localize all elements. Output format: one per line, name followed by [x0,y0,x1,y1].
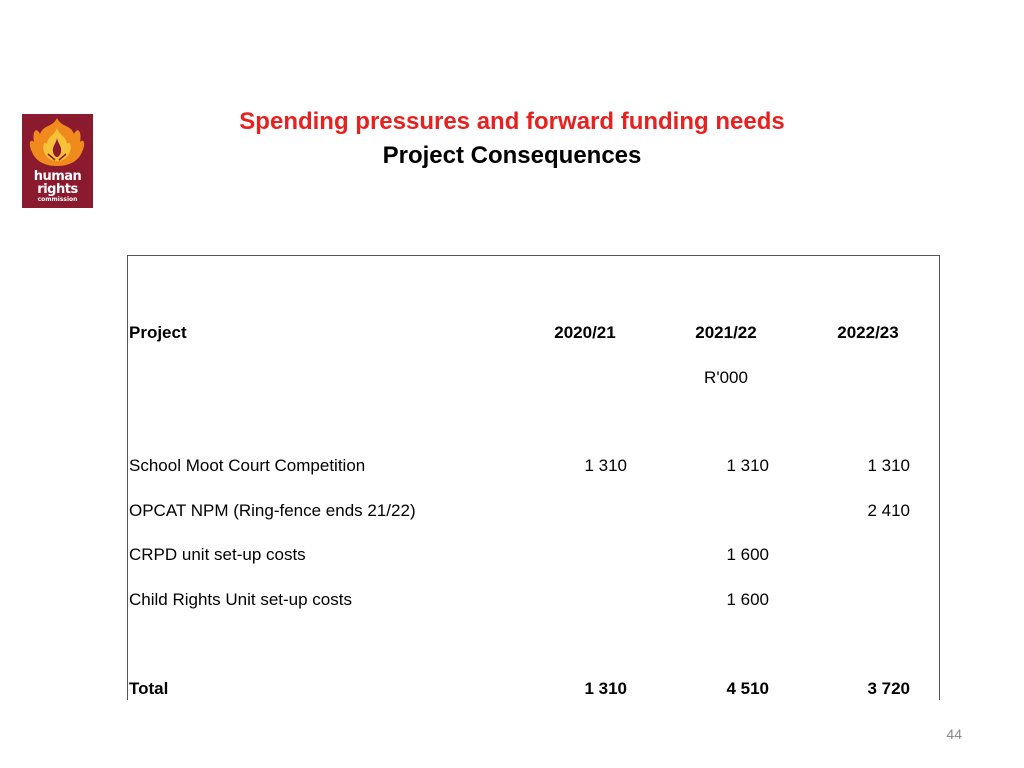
logo-text-human: human [33,169,82,184]
header-project: Project [129,323,187,342]
table-cell: 1 310 [867,456,910,475]
page-number: 44 [946,726,962,742]
hrc-logo: human rights commission [22,114,93,208]
total-cell: 3 720 [867,679,910,698]
header-2021-22: 2021/22 [695,323,757,342]
table-cell: 1 600 [726,545,769,564]
flame-icon [29,118,85,166]
table-cell: 2 410 [867,501,910,520]
total-cell: 1 310 [584,679,627,698]
logo-text-rights: rights [37,182,78,197]
total-label: Total [129,679,169,698]
total-cell: 4 510 [726,679,769,698]
funding-table: Project 2020/21 2021/22 2022/23 R'000 Sc… [127,255,940,700]
table-cell: 1 310 [726,456,769,475]
slide-title: Spending pressures and forward funding n… [239,108,785,135]
header-2022-23: 2022/23 [837,323,899,342]
logo-text-commission: commission [37,196,78,203]
table-row-name: OPCAT NPM (Ring-fence ends 21/22) [129,501,416,520]
table-cell: 1 310 [584,456,627,475]
slide-subtitle: Project Consequences [382,142,642,169]
table-row-name: School Moot Court Competition [129,456,366,475]
table-row-name: Child Rights Unit set-up costs [129,590,352,609]
unit-label: R'000 [704,368,748,387]
table-row-name: CRPD unit set-up costs [129,545,306,564]
table-cell: 1 600 [726,590,769,609]
header-2020-21: 2020/21 [554,323,616,342]
